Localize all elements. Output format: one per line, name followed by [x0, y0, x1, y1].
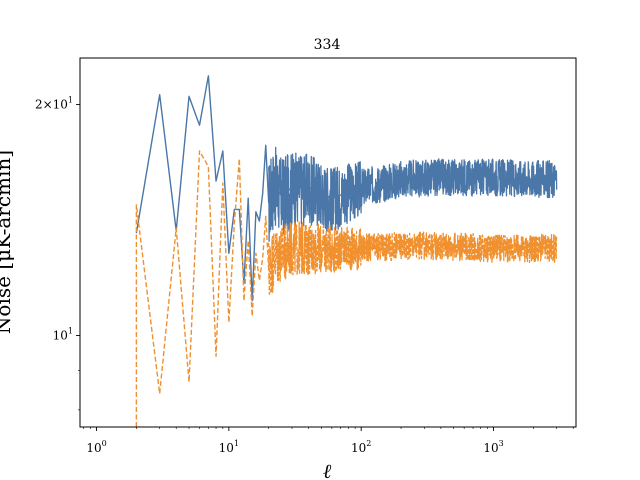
series-1-high-ell-line	[268, 146, 558, 242]
x-tick-label: 100	[86, 439, 106, 455]
x-tick-label: 103	[483, 439, 503, 455]
x-tick-label: 101	[219, 439, 239, 455]
series-2-high-ell-line	[268, 221, 558, 295]
x-tick-label: 102	[351, 439, 371, 455]
x-axis-label: ℓ	[323, 459, 332, 480]
series-1-line	[135, 75, 362, 302]
y-axis-label: Noise [μK-arcmin]	[0, 150, 15, 334]
series-layer	[135, 75, 558, 427]
plot-frame	[79, 57, 577, 428]
y-tick-group: 101 2×101	[35, 96, 80, 411]
x-tick-group: 100 101 102 103	[83, 427, 574, 455]
chart-title: 334	[314, 37, 341, 53]
series-2-line	[135, 150, 362, 427]
y-tick-label: 2×101	[35, 96, 73, 112]
y-tick-label: 101	[53, 327, 73, 343]
